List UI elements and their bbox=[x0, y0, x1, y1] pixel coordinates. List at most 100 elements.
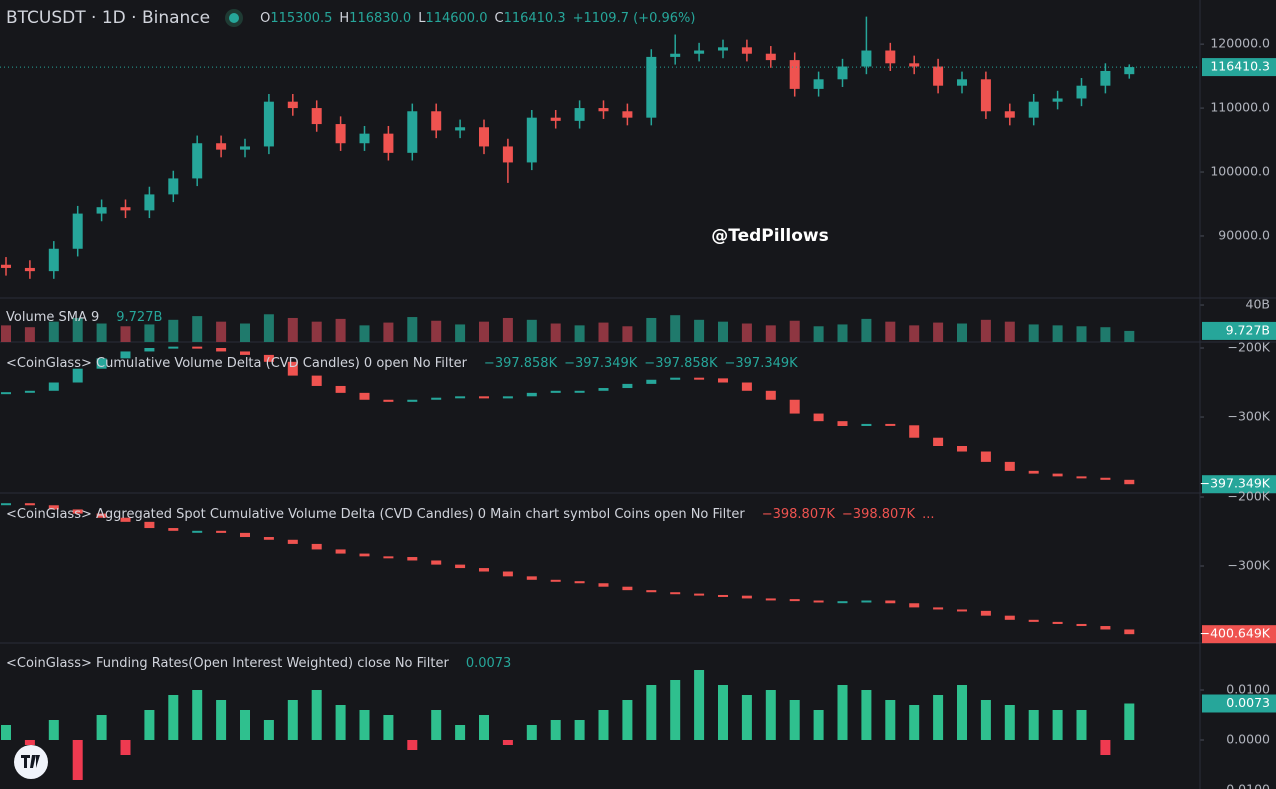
candle-body bbox=[1028, 101, 1039, 118]
cvd-candle bbox=[694, 377, 705, 380]
cvd-candle bbox=[431, 560, 442, 565]
panel: 120000.0 110000.0 100000.0 90000.0 @TedPillo… bbox=[0, 16, 1276, 279]
funding-bar bbox=[526, 725, 537, 740]
candle-body bbox=[359, 133, 370, 144]
indicator-title: Volume SMA 9 bbox=[6, 310, 100, 325]
cvd-candle bbox=[383, 556, 394, 559]
volume-bar bbox=[192, 316, 203, 342]
cvd-candle bbox=[455, 564, 466, 569]
last-value-label: −397.349K bbox=[1200, 476, 1271, 491]
volume-bar bbox=[550, 323, 561, 342]
cvd-candle bbox=[1028, 619, 1039, 622]
ohlc-key: C bbox=[494, 10, 504, 26]
last-value-box bbox=[1202, 321, 1276, 340]
volume-bar bbox=[216, 321, 227, 342]
cvd-candle bbox=[909, 603, 920, 608]
volume-bar bbox=[168, 319, 179, 342]
funding-bar bbox=[1, 725, 11, 740]
watermark: @TedPillows bbox=[711, 226, 828, 246]
cvd-candle bbox=[240, 532, 250, 538]
cvd-candle bbox=[48, 505, 59, 510]
cvd-candle bbox=[885, 600, 896, 604]
funding-bar bbox=[980, 700, 991, 740]
funding-bar bbox=[1100, 740, 1111, 755]
volume-bar bbox=[1028, 324, 1039, 342]
indicator-value: −397.349K bbox=[564, 356, 638, 371]
candle-body bbox=[670, 53, 681, 57]
funding-bar bbox=[311, 690, 322, 740]
indicator-title: <CoinGlass> Cumulative Volume Delta (CVD… bbox=[6, 356, 467, 371]
cvd-candle bbox=[526, 576, 537, 580]
funding-bar bbox=[263, 720, 274, 740]
y-tick-label: 110000.0 bbox=[1210, 100, 1270, 115]
candle-body bbox=[909, 63, 920, 67]
cvd-candle bbox=[980, 451, 991, 462]
y-tick-label: −200K bbox=[1227, 340, 1270, 355]
cvd-candle bbox=[311, 543, 322, 550]
cvd-candle bbox=[120, 351, 131, 359]
panel: 0.0100 0.0000 −0.0100 0.0073 bbox=[1, 670, 1276, 789]
volume-bar bbox=[598, 322, 609, 342]
candle-body bbox=[1100, 70, 1111, 86]
volume-bar bbox=[502, 317, 513, 342]
cvd-candle bbox=[837, 601, 848, 604]
cvd-candle bbox=[96, 358, 107, 369]
funding-bar bbox=[670, 680, 681, 740]
cvd-candle bbox=[1028, 470, 1039, 474]
candle-body bbox=[479, 127, 489, 147]
cvd-candle bbox=[933, 437, 944, 447]
cvd-candle bbox=[383, 399, 394, 402]
cvd-candle bbox=[980, 610, 991, 616]
cvd-candle bbox=[1124, 629, 1135, 635]
cvd-candle bbox=[1, 503, 11, 506]
volume-bar bbox=[240, 323, 250, 342]
candle-body bbox=[455, 127, 466, 131]
y-tick-label: 40B bbox=[1246, 297, 1270, 312]
cvd-candle bbox=[598, 583, 609, 587]
ohlc-value: 115300.5 bbox=[270, 10, 333, 26]
candle-body bbox=[646, 56, 657, 118]
cvd-candle bbox=[526, 392, 537, 397]
candle-body bbox=[502, 146, 513, 163]
last-value-box bbox=[1202, 694, 1276, 713]
cvd-candle bbox=[192, 530, 203, 533]
volume-bar bbox=[359, 325, 370, 342]
candle-body bbox=[957, 79, 967, 86]
cvd-candle bbox=[694, 593, 705, 596]
funding-bar bbox=[48, 720, 59, 740]
volume-bar bbox=[741, 323, 752, 342]
volume-bar bbox=[96, 323, 107, 342]
cvd-candle bbox=[550, 579, 561, 582]
funding-bar bbox=[168, 695, 179, 740]
cvd-candle bbox=[192, 346, 203, 349]
indicator-value: −398.807K bbox=[761, 507, 835, 522]
candle-body bbox=[383, 133, 394, 153]
candle-body bbox=[120, 207, 131, 211]
cvd-candle bbox=[1100, 477, 1111, 480]
volume-bar bbox=[574, 325, 585, 342]
ohlc-item: O115300.5 bbox=[260, 11, 332, 26]
cvd-candle bbox=[1004, 461, 1015, 471]
cvd-candle bbox=[813, 413, 824, 422]
funding-bar bbox=[1004, 705, 1015, 740]
volume-bar bbox=[72, 317, 83, 342]
candle-body bbox=[263, 101, 274, 147]
funding-bar bbox=[1052, 710, 1063, 740]
last-value-box bbox=[1202, 625, 1276, 644]
candle-body bbox=[168, 178, 179, 195]
volume-bar bbox=[957, 323, 967, 342]
cvd-candle bbox=[240, 351, 250, 355]
volume-bar bbox=[718, 321, 728, 342]
cvd-candle bbox=[813, 600, 824, 603]
volume-bar bbox=[837, 324, 848, 342]
cvd-candle bbox=[933, 607, 944, 610]
volume-bar bbox=[431, 320, 442, 342]
cvd-candle bbox=[861, 600, 872, 603]
cvd-candle bbox=[718, 378, 728, 383]
candle-body bbox=[24, 267, 35, 272]
panel: −200K −300K −400.649K bbox=[1, 489, 1276, 644]
funding-bar bbox=[741, 695, 752, 740]
last-value-label: 0.0073 bbox=[1226, 695, 1270, 710]
candle-body bbox=[741, 47, 752, 54]
